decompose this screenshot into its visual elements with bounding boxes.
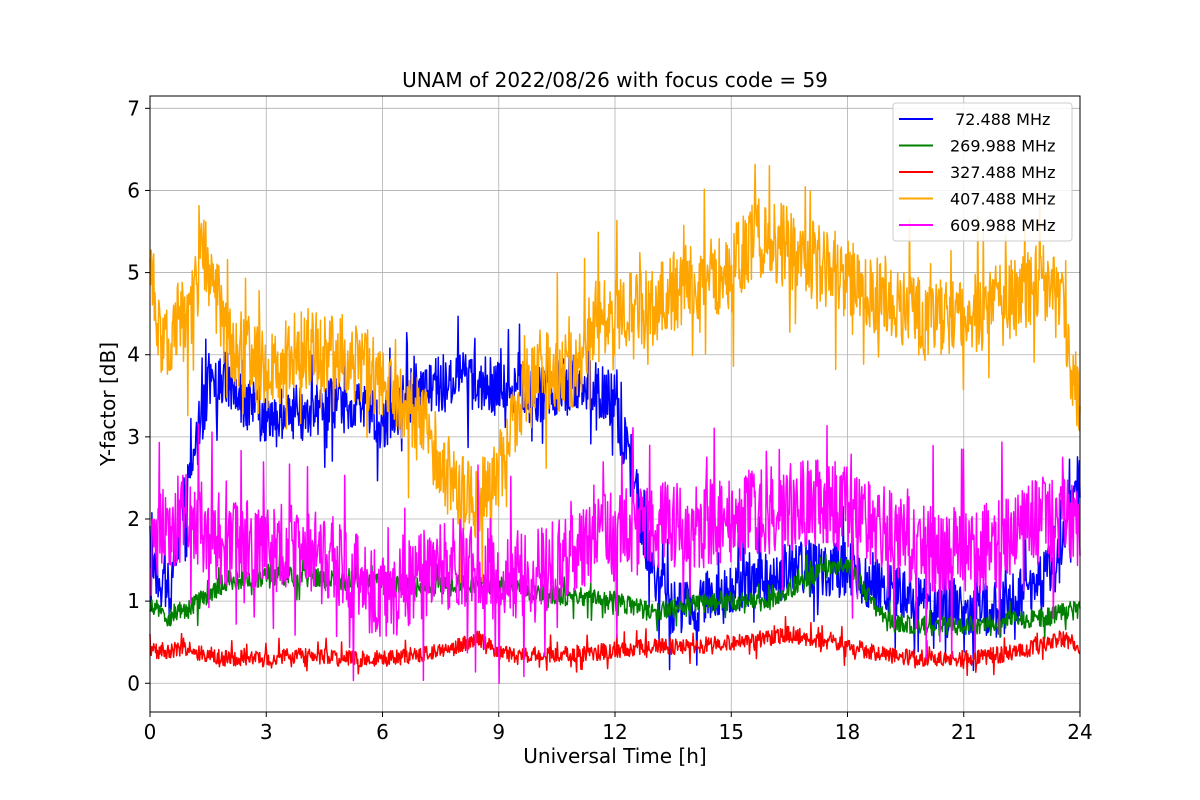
chart-title: UNAM of 2022/08/26 with focus code = 59 bbox=[402, 68, 828, 92]
y-tick-label: 1 bbox=[127, 589, 140, 613]
y-tick-label: 3 bbox=[127, 425, 140, 449]
y-tick-label: 4 bbox=[127, 343, 140, 367]
legend-box bbox=[892, 102, 1073, 242]
series-line-0 bbox=[149, 315, 1081, 672]
y-axis-label: Y-factor [dB] bbox=[96, 342, 120, 467]
x-tick-label: 21 bbox=[951, 720, 976, 744]
x-tick-label: 15 bbox=[719, 720, 744, 744]
legend-label-1: 269.988 MHz bbox=[950, 137, 1055, 156]
y-tick-label: 5 bbox=[127, 261, 140, 285]
x-tick-label: 0 bbox=[144, 720, 157, 744]
y-tick-label: 6 bbox=[127, 178, 140, 202]
y-tick-label: 2 bbox=[127, 507, 140, 531]
legend: 72.488 MHz 269.988 MHz 327.488 MHz 407.488 … bbox=[892, 102, 1073, 242]
series-line-2 bbox=[149, 615, 1081, 677]
series-line-4 bbox=[149, 423, 1081, 685]
y-tick-label: 7 bbox=[127, 96, 140, 120]
x-tick-label: 24 bbox=[1067, 720, 1092, 744]
x-tick-label: 6 bbox=[376, 720, 389, 744]
x-tick-label: 3 bbox=[260, 720, 273, 744]
y-tick-label: 0 bbox=[127, 671, 140, 695]
series-line-3 bbox=[149, 163, 1081, 584]
x-axis-label: Universal Time [h] bbox=[523, 744, 706, 768]
x-tick-label: 12 bbox=[602, 720, 627, 744]
series-layer bbox=[149, 163, 1081, 685]
legend-label-0: 72.488 MHz bbox=[950, 110, 1050, 129]
legend-label-2: 327.488 MHz bbox=[950, 163, 1055, 182]
legend-label-4: 609.988 MHz bbox=[950, 216, 1055, 235]
x-tick-label: 18 bbox=[835, 720, 860, 744]
x-tick-label: 9 bbox=[492, 720, 505, 744]
legend-label-3: 407.488 MHz bbox=[950, 190, 1055, 209]
